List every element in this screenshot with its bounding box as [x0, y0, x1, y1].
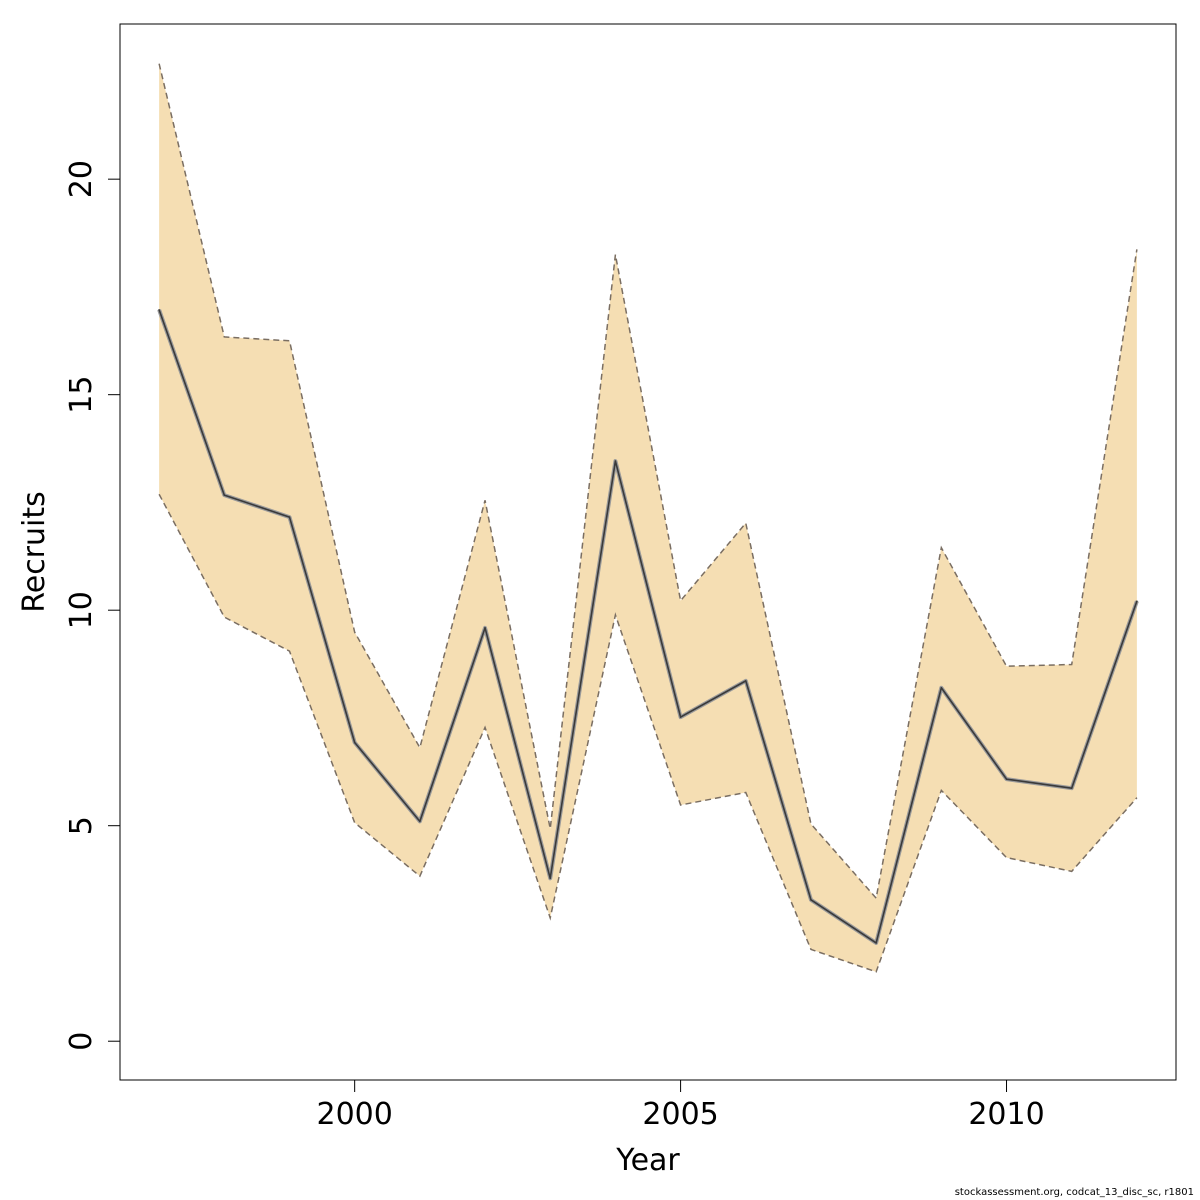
x-tick-label: 2010 [968, 1097, 1044, 1132]
estimate-point [419, 820, 421, 823]
estimate-point [744, 680, 747, 682]
estimate-point [875, 942, 877, 944]
y-tick-label: 20 [64, 160, 99, 198]
estimate-point [158, 308, 160, 311]
estimate-point [1005, 778, 1008, 780]
estimate-point [1136, 600, 1138, 602]
estimate-point [549, 877, 552, 880]
estimate-point [614, 460, 617, 462]
y-tick-label: 15 [64, 376, 99, 414]
estimate-point [810, 899, 812, 901]
y-axis-title: Recruits [17, 491, 52, 613]
estimate-series [157, 308, 1139, 945]
estimate-line [158, 309, 1138, 944]
x-axis: 2000 2005 2010 [316, 1079, 1045, 1132]
footer-credit: stockassessment.org, codcat_13_disc_sc, … [954, 1187, 1194, 1198]
y-tick-label: 10 [64, 591, 99, 629]
lower-bound-line [158, 493, 1138, 973]
estimate-point [484, 627, 486, 629]
confidence-band [158, 63, 1138, 973]
estimate-point [353, 741, 356, 744]
estimate-point [223, 494, 226, 496]
estimate-point [940, 686, 943, 689]
x-tick-label: 2005 [642, 1097, 718, 1132]
x-axis-title: Year [615, 1143, 680, 1178]
y-axis: 0 5 10 15 20 [64, 160, 121, 1051]
upper-bound-line [158, 63, 1138, 900]
y-tick-label: 0 [64, 1032, 99, 1051]
y-tick-label: 5 [64, 816, 99, 835]
band-area [159, 63, 1137, 972]
estimate-point [1070, 787, 1073, 789]
estimate-point [288, 516, 291, 518]
x-tick-label: 2000 [316, 1097, 392, 1132]
estimate-point [679, 716, 682, 718]
